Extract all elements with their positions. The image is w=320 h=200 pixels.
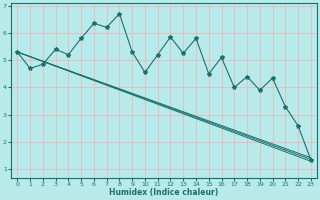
X-axis label: Humidex (Indice chaleur): Humidex (Indice chaleur) <box>109 188 219 197</box>
